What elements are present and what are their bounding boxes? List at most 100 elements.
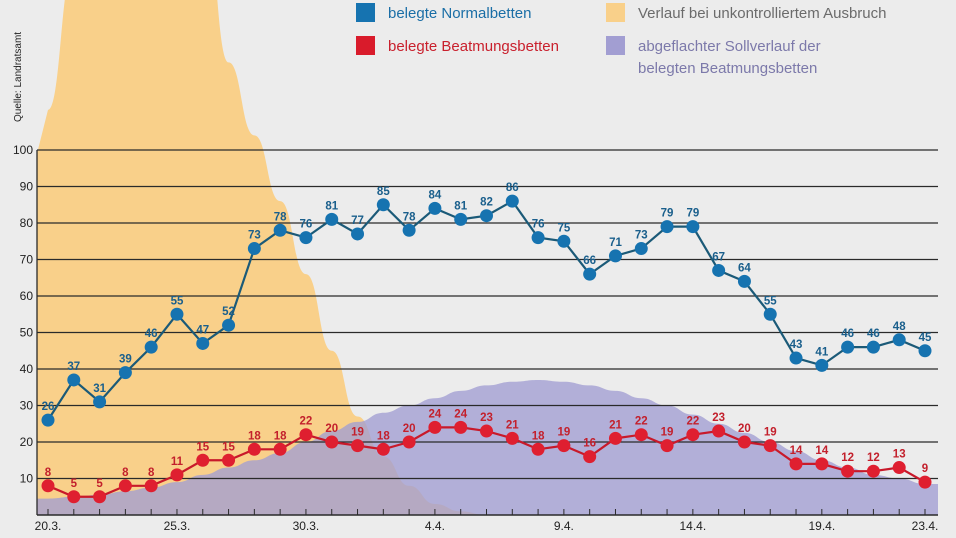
grid-layer: [37, 149, 938, 480]
normal-beds-point: [608, 249, 622, 263]
ventilator-beds-point: [660, 439, 674, 453]
normal-beds-data-label: 46: [867, 328, 880, 340]
normal-beds-point: [634, 242, 648, 256]
normal-beds-data-label: 79: [686, 208, 699, 220]
ventilator-beds-series: 8 5 5 8 8 11 15 15 18 18 22 20 19 18 20 24 24 23 21 18 19 16 2…: [41, 408, 932, 504]
flattened-target-area: [37, 379, 938, 515]
ventilator-beds-point: [273, 442, 287, 456]
normal-beds-point: [170, 307, 184, 321]
normal-beds-data-label: 41: [815, 346, 828, 358]
legend-label-purple-2: belegten Beatmungsbetten: [638, 60, 817, 77]
normal-beds-data-label: 43: [790, 339, 803, 351]
ventilator-beds-point: [737, 435, 751, 449]
y-tick-label: 70: [20, 253, 34, 267]
ventilator-beds-point: [402, 435, 416, 449]
ventilator-beds-point: [376, 442, 390, 456]
normal-beds-point: [789, 351, 803, 365]
ventilator-beds-data-label: 14: [815, 445, 828, 457]
y-tick-label: 90: [20, 180, 34, 194]
ventilator-beds-point: [634, 428, 648, 442]
y-tick-label: 30: [20, 399, 34, 413]
ventilator-beds-data-label: 18: [274, 430, 287, 442]
normal-beds-data-label: 48: [893, 321, 906, 333]
normal-beds-data-label: 71: [609, 237, 622, 249]
ventilator-beds-data-label: 16: [583, 438, 596, 450]
normal-beds-point: [454, 212, 468, 226]
ventilator-beds-data-label: 19: [557, 427, 570, 439]
ventilator-beds-point: [144, 479, 158, 493]
y-tick-label: 20: [20, 435, 34, 449]
y-tick-label: 40: [20, 362, 34, 376]
normal-beds-data-label: 55: [171, 295, 184, 307]
normal-beds-data-label: 52: [222, 306, 235, 318]
ventilator-beds-data-label: 20: [738, 423, 751, 435]
ventilator-beds-data-label: 23: [712, 412, 725, 424]
x-tick-label: 20.3.: [35, 519, 62, 533]
ventilator-beds-data-label: 8: [148, 467, 155, 479]
normal-beds-data-label: 76: [300, 219, 313, 231]
x-tick-label: 25.3.: [164, 519, 191, 533]
y-tick-label: 50: [20, 326, 34, 340]
ventilator-beds-data-label: 5: [96, 478, 103, 490]
ventilator-beds-data-label: 20: [325, 423, 338, 435]
normal-beds-point: [763, 307, 777, 321]
ventilator-beds-point: [299, 428, 313, 442]
ventilator-beds-point: [93, 490, 107, 504]
normal-beds-point: [402, 223, 416, 237]
normal-beds-data-label: 66: [583, 255, 596, 267]
normal-beds-data-label: 81: [454, 200, 467, 212]
ventilator-beds-data-label: 22: [635, 416, 648, 428]
ventilator-beds-data-label: 11: [171, 456, 184, 468]
normal-beds-point: [686, 220, 700, 234]
normal-beds-point: [273, 223, 287, 237]
ventilator-beds-point: [763, 439, 777, 453]
normal-beds-point: [557, 234, 571, 248]
normal-beds-data-label: 39: [119, 354, 132, 366]
ventilator-beds-data-label: 9: [922, 463, 928, 475]
normal-beds-point: [67, 373, 81, 387]
ventilator-beds-point: [325, 435, 339, 449]
ventilator-beds-data-label: 22: [686, 416, 699, 428]
normal-beds-point: [222, 318, 236, 332]
normal-beds-point: [660, 220, 674, 234]
legend-swatch-yellow: [606, 3, 625, 22]
legend-label-yellow: Verlauf bei unkontrolliertem Ausbruch: [638, 5, 886, 22]
ventilator-beds-data-label: 21: [609, 419, 622, 431]
normal-beds-point: [196, 336, 210, 350]
ventilator-beds-point: [118, 479, 132, 493]
x-tick-label: 30.3.: [293, 519, 320, 533]
normal-beds-point: [144, 340, 158, 354]
ventilator-beds-data-label: 21: [506, 419, 519, 431]
x-tick-label: 19.4.: [808, 519, 835, 533]
normal-beds-data-label: 86: [506, 182, 519, 194]
normal-beds-point: [480, 209, 493, 223]
ventilator-beds-point: [428, 420, 442, 434]
ventilator-beds-data-label: 14: [790, 445, 803, 457]
ventilator-beds-point: [557, 439, 571, 453]
ventilator-beds-point: [531, 442, 545, 456]
y-tick-label: 80: [20, 216, 34, 230]
normal-beds-data-label: 79: [661, 208, 674, 220]
normal-beds-point: [918, 344, 932, 358]
y-tick-label: 60: [20, 289, 34, 303]
ventilator-beds-point: [686, 428, 700, 442]
ventilator-beds-point: [789, 457, 803, 471]
ventilator-beds-data-label: 18: [377, 430, 390, 442]
ventilator-beds-data-label: 19: [661, 427, 674, 439]
y-tick-label: 100: [13, 143, 33, 157]
ventilator-beds-point: [222, 453, 236, 467]
ventilator-beds-point: [608, 431, 622, 445]
y-tick-label: 10: [20, 472, 34, 486]
normal-beds-point: [351, 227, 365, 241]
normal-beds-data-label: 82: [480, 197, 493, 209]
ventilator-beds-data-label: 15: [196, 441, 209, 453]
legend-label-purple-1: abgeflachter Sollverlauf der: [638, 38, 821, 55]
source-label: Quelle: Landratsamt: [13, 32, 24, 122]
ventilator-beds-data-label: 12: [841, 452, 854, 464]
normal-beds-point: [505, 194, 519, 208]
normal-beds-data-label: 67: [712, 251, 725, 263]
normal-beds-series: 26 37 31 39 46 55 47 52 73 78 76 81 77 85 78 84 81 82 86 76…: [41, 182, 932, 427]
normal-beds-point: [866, 340, 880, 354]
ventilator-beds-data-label: 18: [532, 430, 545, 442]
